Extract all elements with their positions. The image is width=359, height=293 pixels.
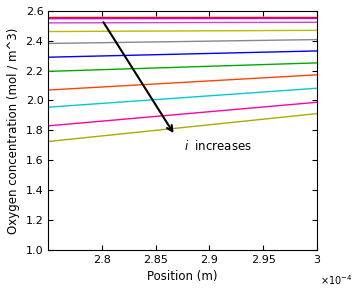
Text: $i$  increases: $i$ increases	[184, 139, 252, 153]
X-axis label: Position (m): Position (m)	[147, 270, 218, 283]
Y-axis label: Oxygen concentration (mol / m^3): Oxygen concentration (mol / m^3)	[7, 27, 20, 234]
Text: $\times10^{-4}$: $\times10^{-4}$	[320, 274, 352, 287]
